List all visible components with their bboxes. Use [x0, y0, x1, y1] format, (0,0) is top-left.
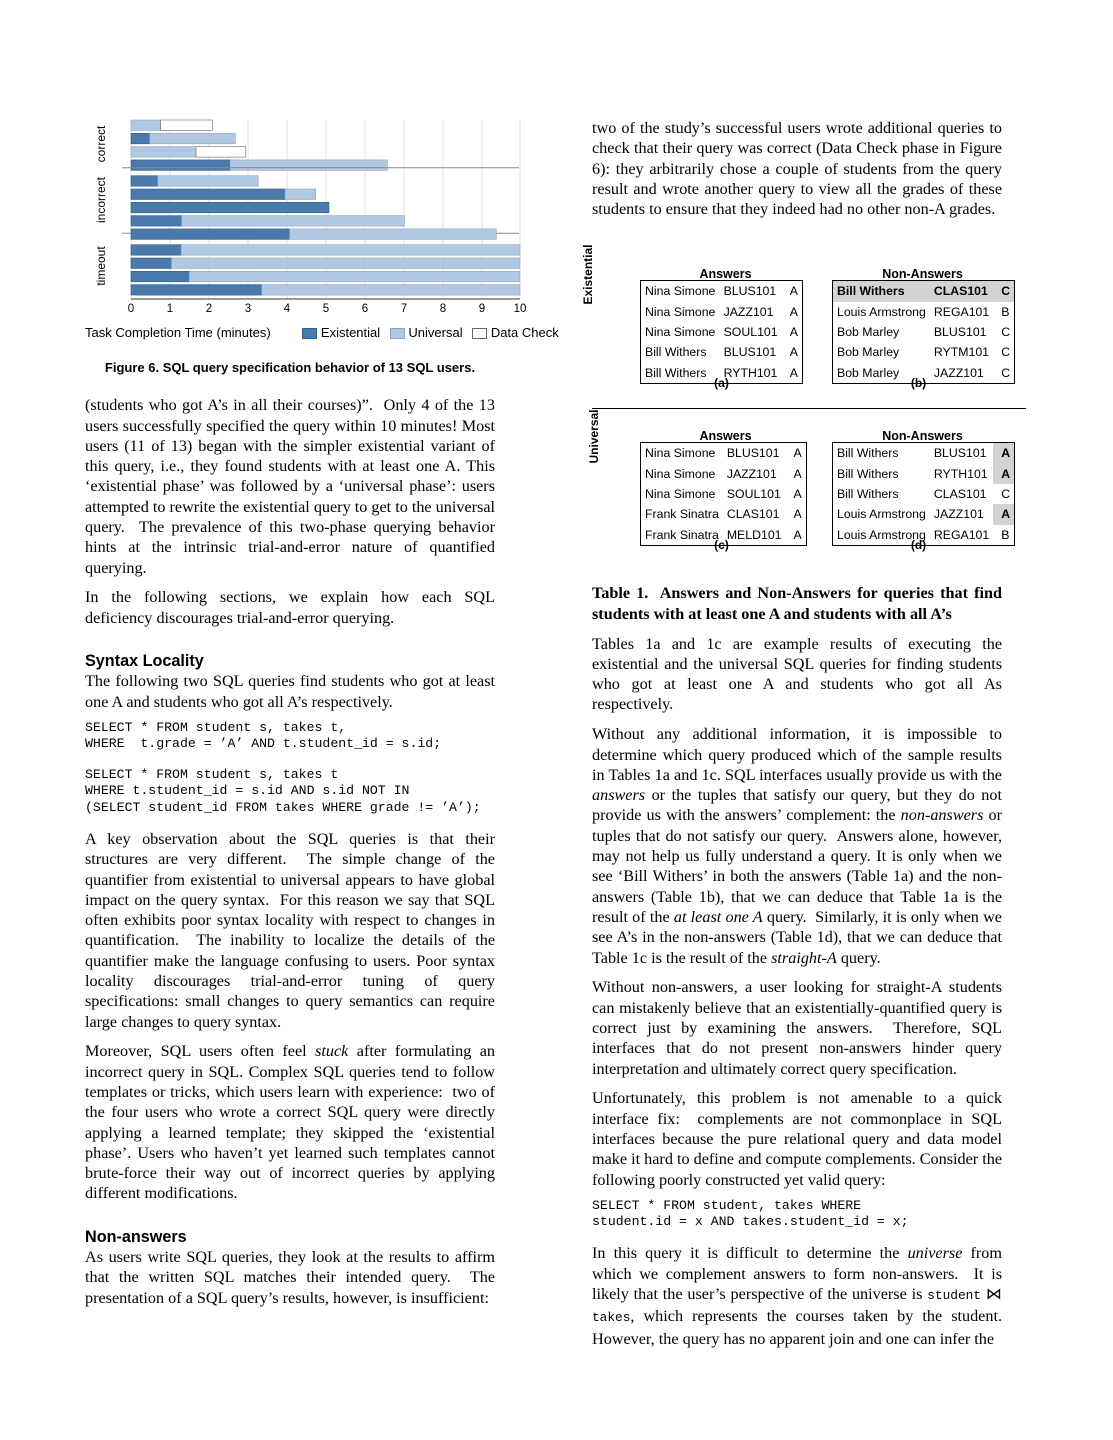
- svg-text:10: 10: [514, 303, 527, 315]
- svg-text:incorrect: incorrect: [94, 176, 108, 223]
- svg-text:7: 7: [401, 303, 407, 315]
- svg-text:9: 9: [479, 303, 485, 315]
- svg-text:8: 8: [440, 303, 446, 315]
- svg-text:0: 0: [128, 303, 134, 315]
- svg-text:5: 5: [323, 303, 329, 315]
- svg-text:2: 2: [206, 303, 212, 315]
- svg-text:3: 3: [245, 303, 251, 315]
- svg-text:4: 4: [284, 303, 291, 315]
- svg-text:6: 6: [362, 303, 368, 315]
- svg-text:correct: correct: [94, 125, 108, 162]
- svg-text:timeout: timeout: [94, 246, 108, 286]
- svg-text:1: 1: [167, 303, 173, 315]
